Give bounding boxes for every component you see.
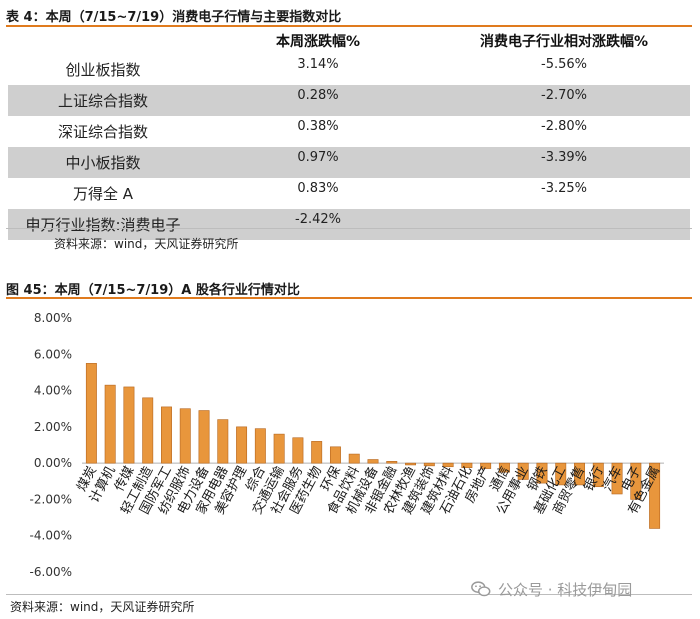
watermark-text: 公众号 · 科技伊甸园 — [498, 580, 633, 599]
y-tick-label: 0.00% — [34, 456, 72, 470]
bar — [498, 462, 510, 473]
bar — [592, 462, 604, 488]
table-row: 创业板指数 3.14% -5.56% — [8, 54, 690, 85]
y-tick-label: 6.00% — [34, 347, 72, 361]
row-change: 0.38% — [297, 119, 339, 134]
chart-source: 资料来源：wind，天风证券研究所 — [10, 600, 195, 614]
watermark: 公众号 · 科技伊甸园 — [470, 578, 632, 600]
bar — [555, 462, 567, 486]
bar — [611, 462, 623, 495]
index-comparison-table: 本周涨跌幅% 消费电子行业相对涨跌幅% 创业板指数 3.14% -5.56% 上… — [8, 28, 690, 240]
table-source: 资料来源：wind，天风证券研究所 — [54, 237, 239, 251]
bar — [104, 384, 116, 464]
row-change: 0.83% — [297, 181, 339, 196]
row-name: 申万行业指数:消费电子 — [8, 209, 198, 240]
bar — [254, 428, 266, 464]
row-name: 万得全 A — [72, 185, 134, 203]
table-row: 上证综合指数 0.28% -2.70% — [8, 85, 690, 116]
wechat-icon — [471, 581, 491, 597]
row-relative: -3.25% — [541, 181, 587, 196]
table-row: 申万行业指数:消费电子 -2.42% — [8, 209, 690, 240]
header-relative-change: 消费电子行业相对涨跌幅% — [479, 34, 649, 50]
table-header-row: 本周涨跌幅% 消费电子行业相对涨跌幅% — [8, 28, 690, 54]
bar — [198, 410, 210, 464]
bar — [423, 462, 435, 467]
bar — [405, 462, 417, 466]
bar — [442, 462, 454, 468]
chart-bottom-rule — [6, 594, 692, 595]
row-change: 0.97% — [198, 147, 438, 178]
row-change: 0.28% — [198, 85, 438, 116]
bar — [649, 462, 661, 529]
row-name: 中小板指数 — [8, 147, 198, 178]
bar — [574, 462, 585, 486]
bar — [536, 462, 548, 484]
y-tick-label: -2.00% — [30, 492, 72, 506]
row-change: -2.42% — [198, 209, 438, 240]
bar — [386, 461, 398, 464]
y-tick-label: 4.00% — [34, 384, 72, 398]
row-name: 上证综合指数 — [8, 85, 198, 116]
y-tick-label: -6.00% — [30, 565, 72, 579]
bar — [292, 437, 304, 464]
bar — [85, 363, 97, 464]
row-change: 3.14% — [297, 57, 339, 72]
row-relative: -5.56% — [541, 57, 587, 72]
bar — [123, 386, 135, 464]
table-bottom-rule — [6, 228, 692, 229]
row-name: 深证综合指数 — [57, 123, 148, 141]
bar — [273, 433, 285, 464]
row-relative — [438, 209, 690, 240]
bar — [517, 462, 529, 480]
row-relative: -3.39% — [438, 147, 690, 178]
header-weekly-change: 本周涨跌幅% — [275, 34, 361, 50]
header-blank — [8, 28, 198, 54]
table-row: 中小板指数 0.97% -3.39% — [8, 147, 690, 178]
row-relative: -2.70% — [438, 85, 690, 116]
bar — [461, 462, 473, 468]
bar — [329, 446, 341, 464]
bar — [311, 441, 323, 464]
bar — [217, 419, 229, 464]
table-row: 深证综合指数 0.38% -2.80% — [8, 116, 690, 147]
y-tick-label: 2.00% — [34, 420, 72, 434]
table-title: 表 4：本周（7/15~7/19）消费电子行情与主要指数对比 — [6, 10, 342, 25]
table-title-rule — [6, 25, 692, 27]
row-relative: -2.80% — [541, 119, 587, 134]
row-name: 创业板指数 — [65, 61, 141, 79]
bar — [630, 462, 642, 500]
chart-title-rule — [6, 297, 692, 299]
bar — [142, 397, 154, 464]
y-tick-label: -4.00% — [30, 529, 72, 543]
bar — [161, 406, 172, 464]
table-row: 万得全 A 0.83% -3.25% — [8, 178, 690, 209]
bar — [236, 426, 248, 464]
bar — [179, 408, 191, 464]
y-tick-label: 8.00% — [34, 311, 72, 325]
bar — [367, 459, 379, 464]
industry-bar-chart: 8.00% 6.00% 4.00% 2.00% 0.00% -2.00% -4.00% -6.… — [30, 311, 664, 579]
chart-title: 图 45：本周（7/15~7/19）A 股各行业行情对比 — [6, 283, 300, 298]
bar — [348, 453, 360, 464]
bar — [480, 462, 492, 469]
